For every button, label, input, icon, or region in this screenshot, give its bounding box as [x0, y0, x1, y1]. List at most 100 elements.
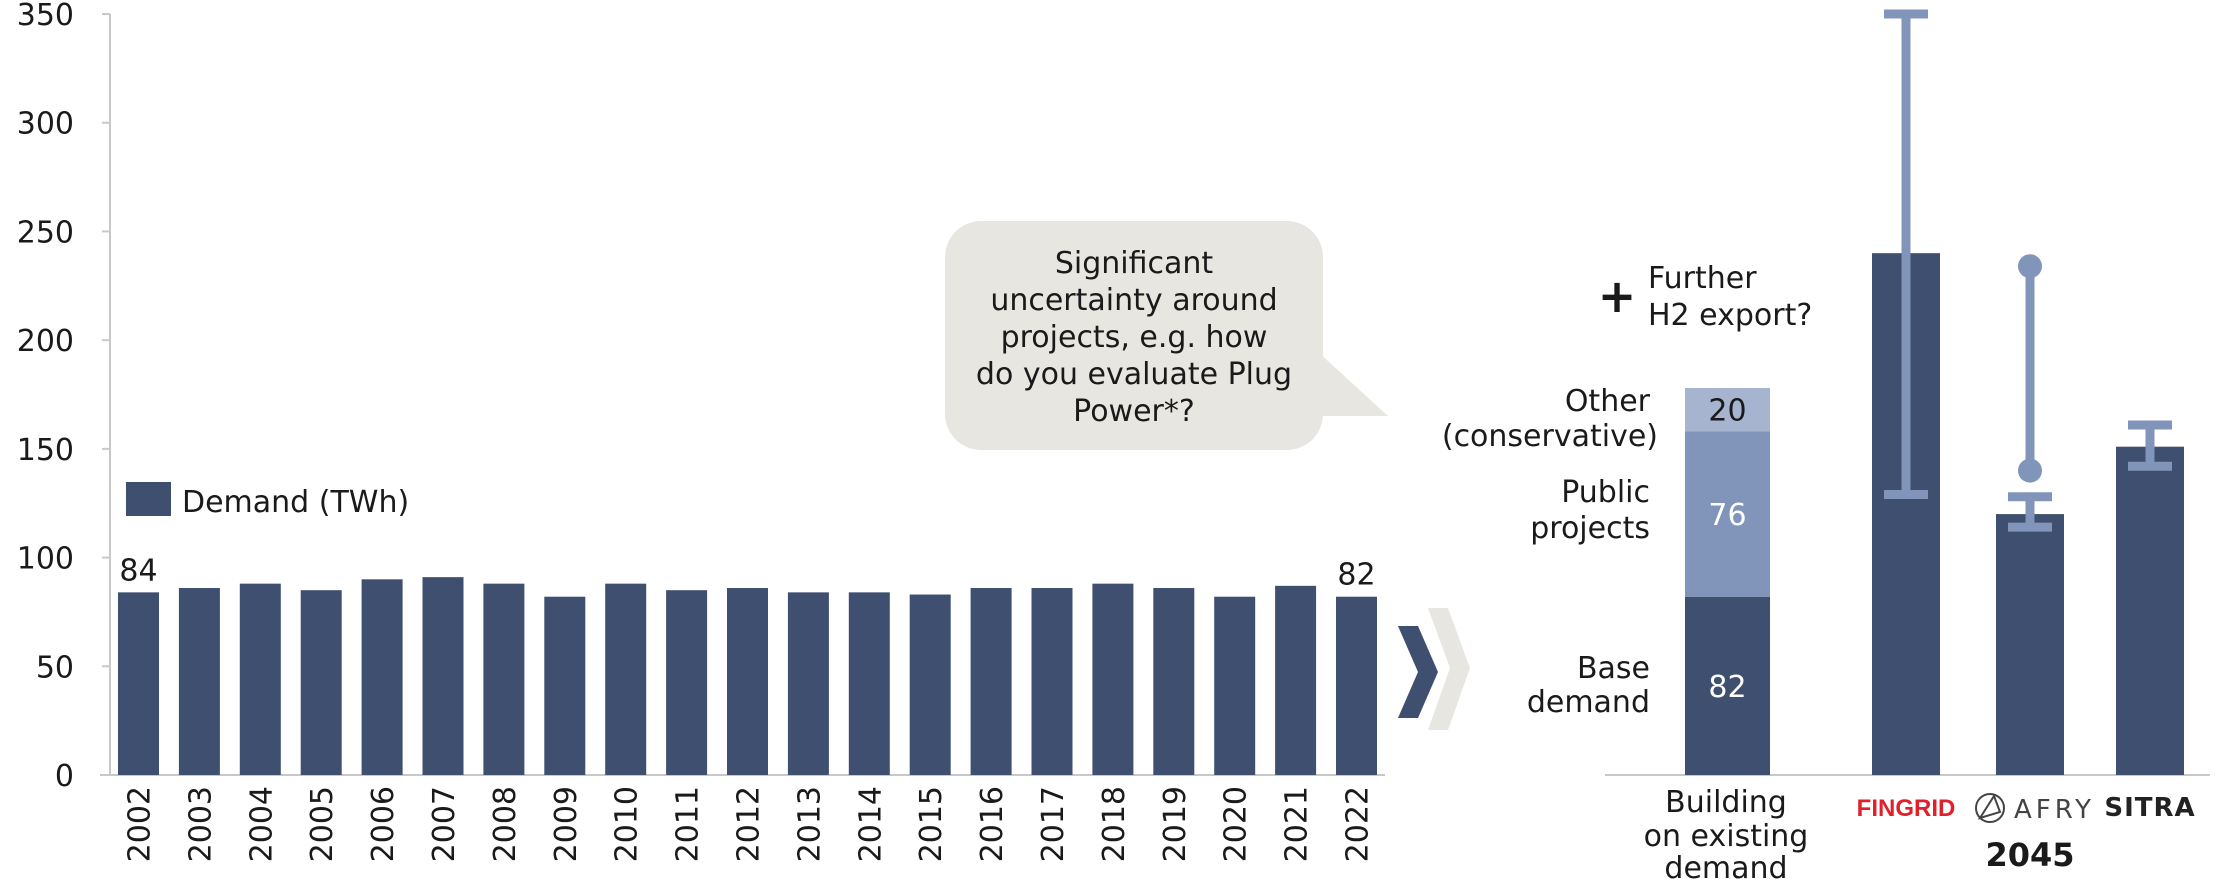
stack-value-label: 76 — [1708, 498, 1746, 533]
callout-line-2: uncertainty around — [990, 283, 1277, 318]
demand-bar — [1214, 596, 1256, 775]
base-label-1: Base — [1577, 651, 1650, 686]
base-label-2: demand — [1527, 685, 1650, 720]
scenario-bar — [2116, 446, 2184, 775]
callout-line-5: Power*? — [1073, 394, 1195, 429]
sitra-logo: SITRA — [2104, 793, 2195, 823]
legend-label: Demand (TWh) — [182, 485, 409, 520]
demand-bar — [1336, 596, 1377, 775]
x-tick-label: 2011 — [671, 786, 706, 862]
x-tick-label: 2012 — [732, 786, 767, 862]
data-labels: 84 82 — [119, 553, 1375, 592]
stack-value-label: 20 — [1708, 394, 1746, 429]
scenario-bars — [1872, 9, 2184, 775]
x-tick-label: 2021 — [1280, 786, 1315, 862]
demand-bars — [118, 577, 1377, 775]
y-tick-label: 200 — [17, 324, 74, 359]
demand-bar — [300, 590, 342, 775]
demand-bar — [1275, 585, 1317, 775]
demand-bar — [727, 588, 768, 775]
x-tick-label: 2017 — [1036, 786, 1071, 862]
demand-bar — [239, 583, 281, 775]
plus-icon: + — [1598, 269, 1637, 323]
x-tick-label: 2015 — [914, 786, 949, 862]
x-tick-labels: 2002 2003 2004 2005 2006 2007 2008 2009 2010 2011… — [123, 786, 1376, 862]
demand-bar — [544, 596, 586, 775]
y-tick-label: 300 — [17, 107, 74, 142]
demand-bar — [178, 588, 220, 775]
x-tick-label: 2007 — [427, 786, 462, 862]
callout-box — [945, 221, 1323, 450]
demand-bar — [483, 583, 525, 775]
demand-bar — [970, 588, 1012, 775]
legend: Demand (TWh) — [126, 482, 409, 520]
afry-logo-text: AFRY — [2014, 795, 2095, 825]
x-tick-label: 2005 — [305, 786, 340, 862]
x-tick-label: 2010 — [610, 786, 645, 862]
demand-bar — [1153, 588, 1195, 775]
chevrons — [1398, 608, 1470, 730]
x-tick-label: 2008 — [488, 786, 523, 862]
callout-line-3: projects, e.g. how — [1001, 320, 1268, 355]
stack-segment — [1685, 431, 1770, 597]
scenario-bar — [1996, 514, 2064, 775]
building-label-1: Building — [1665, 785, 1787, 820]
x-tick-label: 2016 — [975, 786, 1010, 862]
demand-bar — [605, 583, 647, 775]
x-tick-label: 2019 — [1158, 786, 1193, 862]
legend-swatch — [126, 482, 171, 516]
public-label-2: projects — [1530, 511, 1650, 546]
existing-demand-stack: 82 76 20 — [1685, 387, 1770, 775]
callout-tail — [1318, 352, 1388, 416]
stack-value-label: 82 — [1708, 670, 1746, 705]
y-tick-label: 50 — [36, 650, 74, 685]
chevron-dark-icon — [1398, 626, 1438, 718]
demand-bar — [422, 577, 464, 775]
right-panel: 82 76 20 Base demand Public projects Other… — [1442, 9, 2210, 879]
x-tick-label: 2022 — [1341, 786, 1376, 862]
y-ticks: 0 50 100 150 200 250 300 350 — [17, 0, 110, 794]
demand-bar — [1031, 588, 1073, 775]
y-tick-label: 250 — [17, 215, 74, 250]
public-label-1: Public — [1561, 475, 1650, 510]
demand-bar — [361, 579, 403, 775]
x-tick-label: 2006 — [366, 786, 401, 862]
chevron-light-icon — [1428, 608, 1470, 730]
x-tick-label: 2002 — [123, 786, 158, 862]
afry-logo-icon — [1975, 793, 2005, 823]
x-tick-label: 2003 — [183, 786, 218, 862]
uncertainty-callout: Significant uncertainty around projects,… — [945, 221, 1388, 450]
x-tick-label: 2018 — [1097, 786, 1132, 862]
other-label-2: (conservative) — [1442, 419, 1658, 454]
fingrid-logo: FINGRID — [1857, 795, 1956, 822]
demand-bar — [666, 590, 708, 775]
demand-bar — [1092, 583, 1134, 775]
building-label-2: on existing — [1644, 819, 1809, 854]
y-tick-label: 0 — [55, 759, 74, 794]
demand-bar — [787, 592, 829, 775]
callout-line-1: Significant — [1055, 246, 1214, 281]
x-tick-label: 2009 — [549, 786, 584, 862]
x-tick-label: 2014 — [853, 786, 888, 862]
data-label: 84 — [119, 553, 157, 588]
year-label: 2045 — [1985, 836, 2074, 874]
stack-segment — [1685, 596, 1770, 775]
demand-bar — [118, 592, 159, 775]
stack-segment — [1685, 387, 1770, 432]
x-tick-label: 2020 — [1219, 786, 1254, 862]
y-tick-label: 100 — [17, 542, 74, 577]
demand-bar — [909, 594, 951, 775]
demand-bar — [848, 592, 890, 775]
h2-label-1: Further — [1648, 261, 1757, 296]
y-tick-label: 350 — [17, 0, 74, 33]
y-tick-label: 150 — [17, 433, 74, 468]
extra-range-dot — [2018, 458, 2042, 483]
x-tick-label: 2013 — [792, 786, 827, 862]
h2-label-2: H2 export? — [1648, 298, 1812, 333]
extra-range-dot — [2018, 254, 2042, 279]
building-label-3: demand — [1664, 851, 1787, 879]
x-tick-label: 2004 — [244, 786, 279, 862]
data-label: 82 — [1337, 558, 1375, 593]
